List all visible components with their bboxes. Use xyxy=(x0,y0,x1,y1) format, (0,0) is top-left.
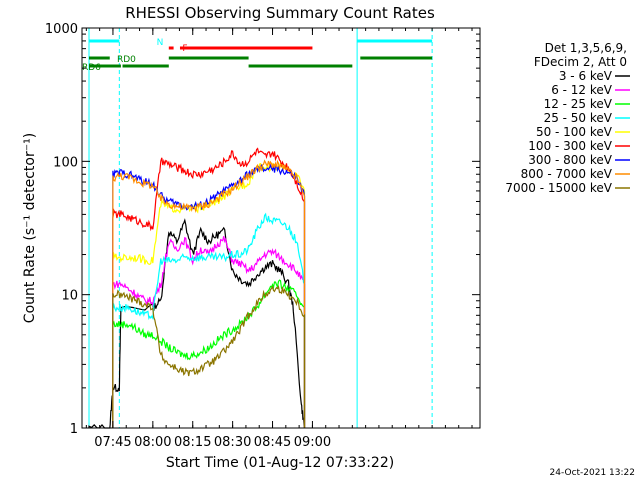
x-axis-label: Start Time (01-Aug-12 07:33:22) xyxy=(166,455,394,471)
legend-label-2: 12 - 25 keV xyxy=(544,97,613,111)
plot-border xyxy=(81,27,481,429)
annotation-rd6-label: RD6 xyxy=(82,63,101,73)
x-tick-label-2: 08:15 xyxy=(174,435,211,450)
plot-area: N F RD0 RD6 xyxy=(82,28,433,429)
x-tick-label-1: 08:00 xyxy=(134,435,171,450)
plot-frame: 07:45 08:00 08:15 08:30 08:45 09:00 1 10 100 1000 xyxy=(45,22,481,450)
legend-label-7: 800 - 7000 keV xyxy=(521,167,613,181)
chart-title: RHESSI Observing Summary Count Rates xyxy=(125,4,435,22)
legend-label-6: 300 - 800 keV xyxy=(528,153,612,167)
footer-date: 24-Oct-2021 13:22 xyxy=(550,468,635,478)
annotation-rd0-label: RD0 xyxy=(117,55,136,65)
y-tick-label-0: 1 xyxy=(70,422,78,437)
x-tick-label-4: 08:45 xyxy=(254,435,291,450)
legend-header-line-2: FDecim 2, Att 0 xyxy=(534,55,627,69)
legend-label-0: 3 - 6 keV xyxy=(559,69,613,83)
legend-label-3: 25 - 50 keV xyxy=(544,111,613,125)
y-tick-label-1: 10 xyxy=(61,289,78,304)
x-tick-label-3: 08:30 xyxy=(214,435,251,450)
legend-header-line-1: Det 1,3,5,6,9, xyxy=(545,41,627,55)
x-tick-label-0: 07:45 xyxy=(94,435,131,450)
annotation-n-label: N xyxy=(157,38,164,48)
y-tick-label-3: 1000 xyxy=(45,22,78,37)
annotation-f-label: F xyxy=(182,44,187,54)
legend-label-4: 50 - 100 keV xyxy=(536,125,613,139)
legend-label-8: 7000 - 15000 keV xyxy=(505,181,612,195)
series-line-8 xyxy=(112,285,306,428)
series-line-3 xyxy=(112,212,306,428)
series-line-2 xyxy=(112,279,306,428)
legend-label-1: 6 - 12 keV xyxy=(551,83,613,97)
series-line-5 xyxy=(112,147,306,428)
y-axis-label: Count Rate (s⁻¹ detector⁻¹) xyxy=(22,133,38,323)
x-tick-label-5: 09:00 xyxy=(294,435,331,450)
series-line-7 xyxy=(112,159,306,428)
legend-label-5: 100 - 300 keV xyxy=(528,139,612,153)
y-tick-label-2: 100 xyxy=(53,155,78,170)
